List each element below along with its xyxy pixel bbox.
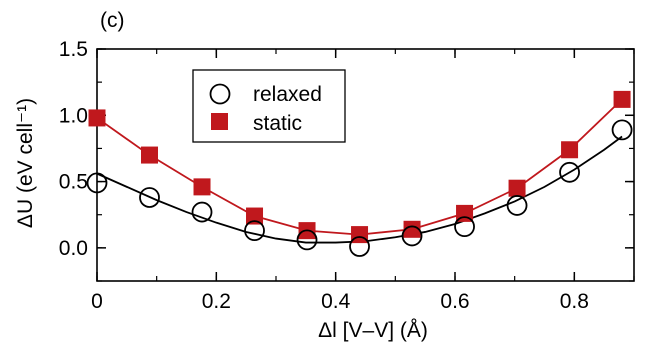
x-tick-label: 0 xyxy=(91,290,103,313)
series-layer xyxy=(86,90,633,257)
x-axis-label: Δl [V–V] (Å) xyxy=(318,319,428,342)
relaxed-data-point xyxy=(349,236,370,257)
relaxed-data-point xyxy=(611,119,633,141)
y-tick-label: 0.5 xyxy=(59,171,88,194)
plot-frame xyxy=(96,48,635,282)
static-data-point xyxy=(508,179,526,197)
static-data-point xyxy=(141,146,159,164)
relaxed-data-point xyxy=(296,229,318,251)
static-series-line xyxy=(96,98,623,236)
legend-label-static: static xyxy=(253,112,302,135)
x-axis-ticks: 0 0.2 0.4 0.6 0.8 xyxy=(91,49,635,313)
legend-item-relaxed: relaxed xyxy=(209,83,322,106)
static-data-point xyxy=(613,90,631,108)
y-tick-label: 1.0 xyxy=(59,104,88,127)
static-data-point xyxy=(561,141,579,159)
relaxed-data-point xyxy=(454,216,475,238)
static-data-point xyxy=(403,220,421,238)
panel-label: (c) xyxy=(100,9,125,32)
legend-label-relaxed: relaxed xyxy=(253,83,322,106)
relaxed-data-point xyxy=(506,195,528,216)
relaxed-data-point xyxy=(86,172,108,194)
relaxed-data-point xyxy=(191,201,213,223)
static-data-point xyxy=(193,178,211,196)
relaxed-data-point xyxy=(244,220,265,242)
x-tick-label: 0.6 xyxy=(440,290,469,313)
legend-square-icon xyxy=(211,113,228,130)
x-tick-label: 0.8 xyxy=(560,290,589,313)
relaxed-data-point xyxy=(401,225,423,247)
y-tick-label: 1.5 xyxy=(59,38,88,61)
legend: relaxed static xyxy=(192,69,346,143)
y-tick-label: 0.0 xyxy=(59,237,88,260)
x-tick-label: 0.4 xyxy=(321,290,351,313)
x-tick-label: 0.2 xyxy=(202,290,231,313)
relaxed-data-point xyxy=(139,187,160,208)
static-data-point xyxy=(88,109,106,127)
y-axis-label: ΔU (eV cell⁻¹) xyxy=(14,98,37,228)
static-data-point xyxy=(246,207,264,225)
legend-item-static: static xyxy=(211,112,302,135)
relaxed-data-point xyxy=(559,161,580,183)
legend-circle-icon xyxy=(209,83,231,105)
